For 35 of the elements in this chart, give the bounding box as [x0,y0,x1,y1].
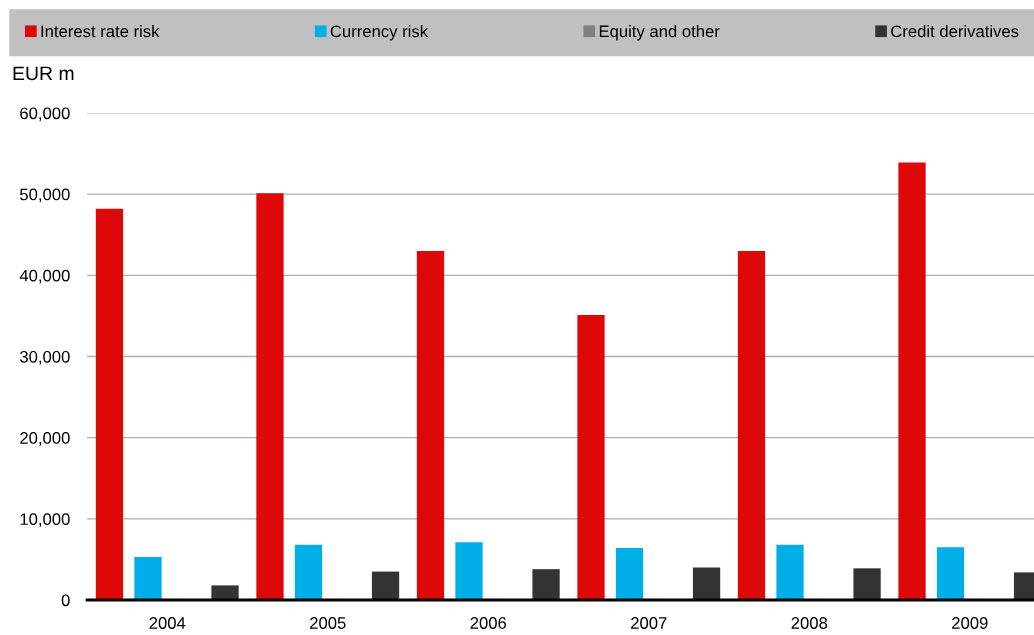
bar [898,162,926,600]
bar [455,542,483,600]
bar [936,547,965,600]
x-tick-label: 2007 [631,617,667,629]
x-tick-label: 2008 [791,617,828,629]
bar [211,585,239,600]
bar [256,193,284,600]
y-tick-label: 60,000 [20,107,70,122]
y-tick-label: 50,000 [20,188,70,203]
y-tick-label: 30,000 [20,350,70,365]
x-tick-label: 2004 [149,617,186,629]
x-tick-label: 2006 [470,617,507,629]
bar [737,250,766,600]
legend-label: Equity and other [599,25,720,41]
x-tick-label: 2005 [310,617,346,629]
bar [416,250,445,600]
bar [615,548,644,600]
legend-label: Credit derivatives [891,25,1019,38]
bar [692,567,721,600]
bar [95,208,124,600]
bar [134,556,162,600]
bar [371,571,400,600]
bar [294,544,323,600]
legend-label: Currency risk [330,25,429,41]
y-tick-label: 20,000 [20,432,70,446]
legend-label: Interest rate risk [41,25,160,38]
y-tick-label: 40,000 [19,269,70,284]
x-tick-label: 2009 [952,617,988,629]
bar [853,568,881,600]
y-axis-title: EUR m [13,66,74,81]
y-tick-label: 0 [61,594,70,607]
bar [532,569,560,600]
bar [577,315,605,600]
bar [776,544,804,600]
y-tick-label: 10,000 [20,513,70,528]
